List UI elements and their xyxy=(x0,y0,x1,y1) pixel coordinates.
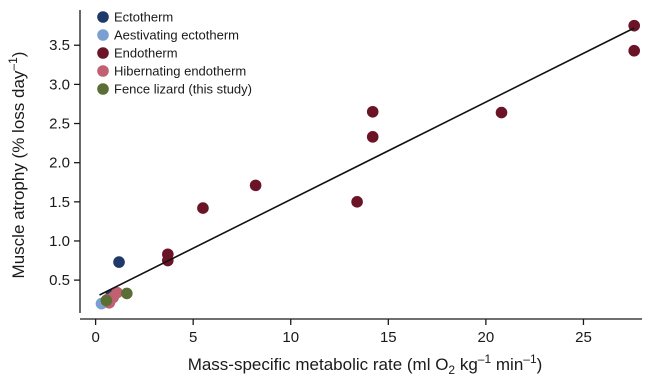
x-tick-label: 15 xyxy=(380,329,397,346)
legend-marker xyxy=(97,29,109,41)
data-point xyxy=(111,286,123,299)
data-point xyxy=(351,196,363,208)
y-tick-label: 1.0 xyxy=(49,233,70,250)
legend-marker xyxy=(97,83,109,95)
y-tick-label: 3.5 xyxy=(49,37,70,54)
y-tick-label: 0.5 xyxy=(49,272,70,289)
y-tick-label: 2.5 xyxy=(49,116,70,133)
x-tick-label: 20 xyxy=(478,329,495,346)
y-tick-label: 1.5 xyxy=(49,194,70,211)
y-axis-ticks: 0.5 1.0 1.5 2.0 2.5 3.0 3.5 xyxy=(49,37,80,289)
legend-marker xyxy=(97,11,109,23)
y-axis-title: Muscle atrophy (% loss day–1) xyxy=(6,52,28,279)
legend-label: Aestivating ectotherm xyxy=(114,28,239,43)
legend: Ectotherm Aestivating ectotherm Endotherm H… xyxy=(97,10,252,97)
data-point xyxy=(121,287,133,300)
legend-marker xyxy=(97,47,109,59)
legend-label: Hibernating endotherm xyxy=(114,64,246,79)
data-point xyxy=(366,105,379,118)
data-point xyxy=(249,179,262,192)
y-tick-label: 2.0 xyxy=(49,155,70,172)
legend-label: Fence lizard (this study) xyxy=(114,82,252,97)
x-tick-label: 10 xyxy=(282,329,299,346)
regression-line xyxy=(99,27,635,296)
y-tick-label: 3.0 xyxy=(49,76,70,93)
data-point xyxy=(628,44,640,57)
x-tick-label: 25 xyxy=(575,329,592,346)
legend-label: Endotherm xyxy=(114,46,178,61)
data-point xyxy=(100,294,113,307)
x-axis-title: Mass-specific metabolic rate (ml O2 kg–1… xyxy=(188,352,543,377)
legend-marker xyxy=(97,65,109,77)
data-point xyxy=(366,131,379,143)
x-tick-label: 5 xyxy=(189,329,197,346)
data-point xyxy=(495,106,508,119)
data-point xyxy=(628,19,640,32)
data-point xyxy=(113,256,125,268)
x-axis-ticks: 0 5 10 15 20 25 xyxy=(91,319,592,346)
plot-area xyxy=(95,19,640,310)
x-tick-label: 0 xyxy=(91,329,99,346)
data-point xyxy=(197,202,209,214)
legend-label: Ectotherm xyxy=(114,10,173,25)
